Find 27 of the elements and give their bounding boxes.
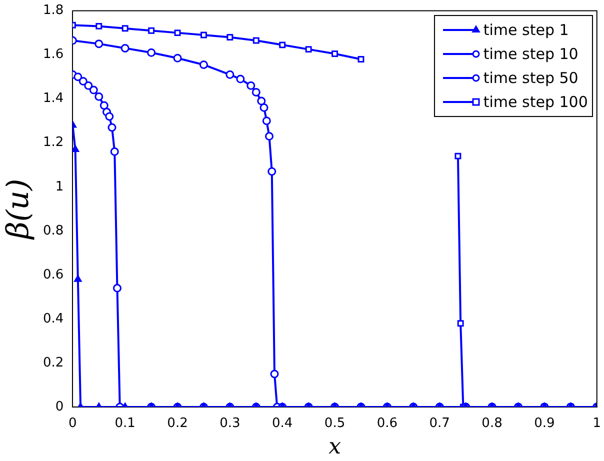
y-tick-label: 1.6 [42,47,64,62]
y-tick-label: 0.4 [42,311,64,326]
x-tick-label: 0.4 [272,416,293,432]
legend-label: time step 10 [483,44,578,63]
y-tick-label: 0 [55,399,64,414]
legend-label: time step 50 [483,68,578,87]
x-tick-label: 0 [68,416,77,432]
legend-label: time step 100 [483,92,588,111]
y-tick-label: 1.2 [42,135,64,150]
x-tick-label: 0.7 [429,416,450,432]
y-axis-title: β(u) [0,178,36,240]
legend-label: time step 1 [483,20,569,39]
x-tick-label: 0.1 [114,416,136,432]
x-tick-label: 0.3 [220,416,240,432]
y-tick-label: 0.6 [42,267,64,282]
x-tick-label: 0.9 [534,416,555,432]
x-tick-label: 0.8 [482,416,502,432]
y-tick-label: 1.4 [42,91,64,106]
x-tick-label: 0.6 [376,416,398,432]
x-axis-title: x [328,434,342,460]
x-tick-label: 0.2 [167,416,188,432]
y-tick-label: 0.8 [42,223,64,238]
x-tick-label: 0.5 [324,416,346,432]
y-tick-label: 1 [55,179,64,194]
y-tick-label: 1.8 [42,3,64,18]
x-tick-label: 1 [592,416,602,432]
y-tick-label: 0.2 [42,355,64,370]
